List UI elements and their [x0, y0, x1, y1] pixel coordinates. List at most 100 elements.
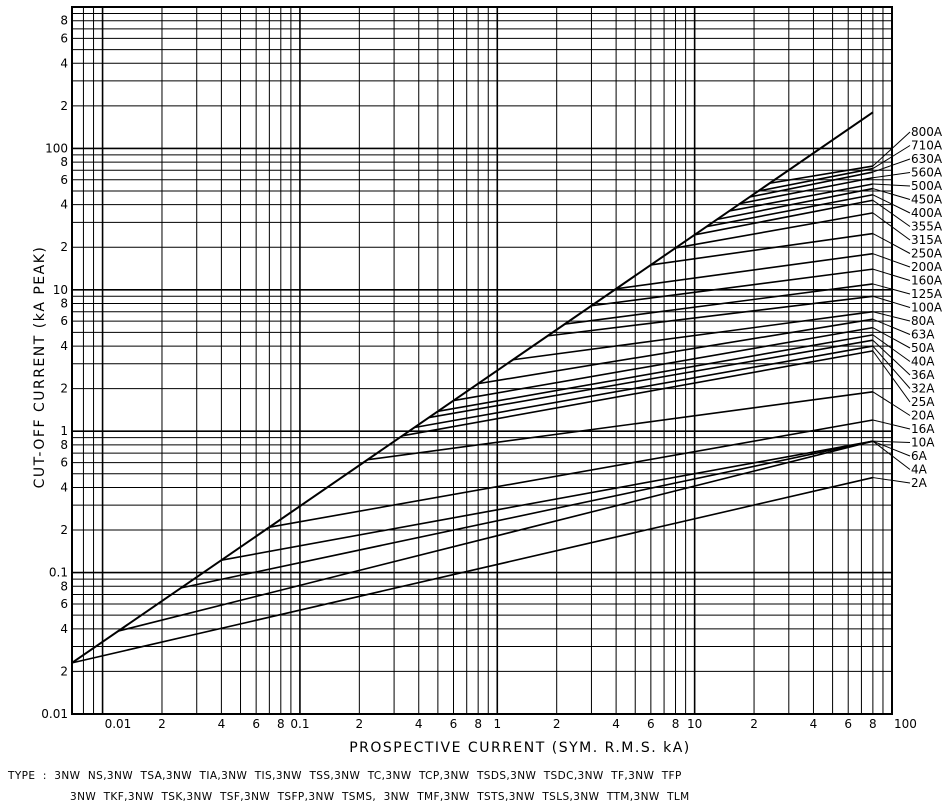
curve-6A: [180, 440, 874, 589]
rating-label-32A: 32A: [911, 382, 935, 396]
y-tick-label: 4: [60, 56, 68, 70]
rating-label-80A: 80A: [911, 314, 935, 328]
y-tick-label: 8: [60, 438, 68, 452]
rating-label-10A: 10A: [911, 436, 935, 450]
leader-355A: [872, 199, 911, 227]
curve-16A: [269, 419, 874, 528]
x-tick-label: 6: [450, 717, 458, 731]
leader-25A: [872, 350, 911, 403]
curve-50A: [453, 326, 874, 402]
y-tick-label: 2: [60, 382, 68, 396]
curve-355A: [694, 199, 874, 236]
leader-500A: [872, 183, 911, 187]
rating-label-16A: 16A: [911, 422, 935, 436]
x-tick-label: 10: [687, 717, 702, 731]
y-tick-label: 8: [60, 579, 68, 593]
rating-label-560A: 560A: [911, 166, 943, 180]
curve-160A: [591, 268, 873, 307]
x-tick-label: 2: [553, 717, 561, 731]
leader-710A: [872, 145, 911, 169]
rating-label-800A: 800A: [911, 125, 943, 139]
y-tick-label: 8: [60, 155, 68, 169]
curve-450A: [716, 187, 874, 221]
leader-100A: [872, 295, 911, 308]
curve-100A: [547, 295, 873, 337]
rating-label-315A: 315A: [911, 233, 943, 247]
curve-32A: [414, 345, 874, 429]
x-tick-label: 6: [252, 717, 260, 731]
y-tick-label: 8: [60, 297, 68, 311]
rating-label-63A: 63A: [911, 328, 935, 342]
leader-2A: [872, 477, 911, 484]
curve-800A: [769, 165, 874, 185]
rating-label-50A: 50A: [911, 341, 935, 355]
leader-4A: [872, 440, 911, 470]
curve-400A: [706, 193, 874, 228]
curve-80A: [512, 310, 873, 361]
curve-710A: [758, 167, 874, 192]
curve-500A: [729, 183, 874, 212]
rating-labels: 800A710A630A560A500A450A400A355A315A250A…: [872, 125, 943, 490]
plot-frame: [71, 6, 893, 715]
rating-label-400A: 400A: [911, 206, 943, 220]
leader-40A: [872, 334, 911, 362]
curve-560A: [739, 176, 874, 205]
grid: [71, 6, 893, 715]
curve-20A: [367, 390, 873, 461]
curve-36A: [428, 339, 874, 419]
leader-250A: [872, 233, 911, 254]
y-tick-label: 0.1: [49, 566, 68, 580]
x-tick-label: 8: [869, 717, 877, 731]
leader-200A: [872, 253, 911, 268]
leader-80A: [872, 311, 911, 322]
y-tick-label: 6: [60, 456, 68, 470]
leader-50A: [872, 327, 911, 349]
x-tick-label: 2: [158, 717, 166, 731]
curve-10A: [221, 440, 874, 561]
curve-63A: [478, 318, 874, 385]
y-axis-title: CUT-OFF CURRENT (kA PEAK): [32, 246, 48, 489]
leader-20A: [872, 391, 911, 416]
rating-label-355A: 355A: [911, 220, 943, 234]
rating-label-500A: 500A: [911, 179, 943, 193]
curve-250A: [650, 232, 873, 266]
y-tick-label: 4: [60, 480, 68, 494]
leader-400A: [872, 194, 911, 214]
curve-4A: [118, 440, 874, 632]
type-list-line-2: 3NW TKF,3NW TSK,3NW TSF,3NW TSFP,3NW TSM…: [70, 791, 690, 803]
x-tick-label: 4: [810, 717, 818, 731]
y-tick-label: 2: [60, 99, 68, 113]
x-tick-label: 4: [415, 717, 423, 731]
x-tick-label: 8: [277, 717, 285, 731]
cut-off-current-chart: 0.01 2 4 6 8 0.1 2 4 6 8 1 2 4 6 8 10 2 4 6 8 1000.0124680.1…: [32, 6, 943, 756]
y-tick-label: 4: [60, 622, 68, 636]
leader-32A: [872, 345, 911, 389]
leader-16A: [872, 419, 911, 430]
curve-40A: [437, 334, 874, 413]
y-tick-label: 10: [53, 283, 68, 297]
x-tick-label: 100: [894, 717, 917, 731]
leader-36A: [872, 339, 911, 376]
leader-6A: [872, 440, 911, 457]
leader-630A: [872, 158, 911, 173]
rating-label-20A: 20A: [911, 409, 935, 423]
leader-125A: [872, 283, 911, 295]
rating-label-450A: 450A: [911, 193, 943, 207]
leader-63A: [872, 318, 911, 335]
tick-labels: 0.01 2 4 6 8 0.1 2 4 6 8 1 2 4 6 8 10 2 4 6 8 1000.0124680.1…: [41, 14, 917, 731]
curve-630A: [749, 171, 874, 198]
rating-label-36A: 36A: [911, 368, 935, 382]
rating-label-710A: 710A: [911, 139, 943, 153]
y-tick-label: 1: [60, 424, 68, 438]
rating-label-40A: 40A: [911, 355, 935, 369]
rating-label-200A: 200A: [911, 260, 943, 274]
leader-450A: [872, 188, 911, 200]
rating-label-4A: 4A: [911, 463, 928, 477]
x-tick-label: 4: [218, 717, 226, 731]
x-tick-label: 8: [672, 717, 680, 731]
y-tick-label: 2: [60, 664, 68, 678]
x-axis-title: PROSPECTIVE CURRENT (SYM. R.M.S. kA): [349, 740, 691, 756]
leader-315A: [872, 212, 911, 241]
curve-25A: [402, 350, 874, 437]
rating-label-160A: 160A: [911, 274, 943, 288]
